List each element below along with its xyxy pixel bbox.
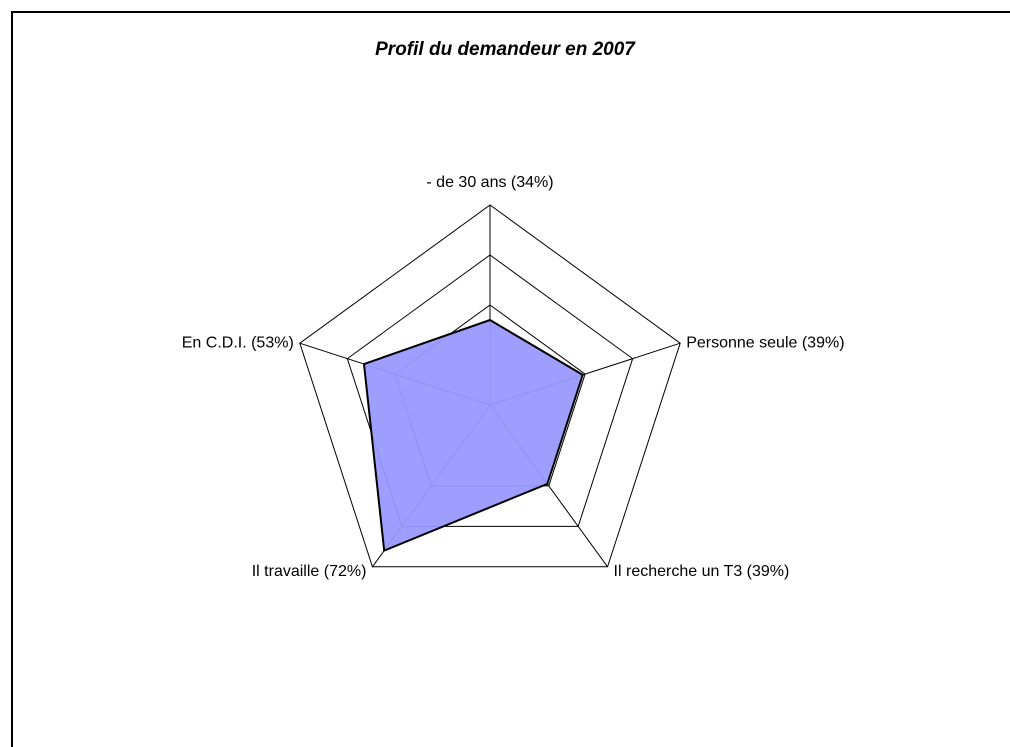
category-label: Il travaille (72%) xyxy=(252,563,367,580)
grid-ring xyxy=(346,254,634,527)
category-label: Il recherche un T3 (39%) xyxy=(614,563,790,580)
grid-ring xyxy=(299,204,681,568)
category-label: En C.D.I. (53%) xyxy=(182,334,294,351)
category-label: - de 30 ans (34%) xyxy=(426,174,553,191)
category-label: Personne seule (39%) xyxy=(686,334,844,351)
chart-title: Profil du demandeur en 2007 xyxy=(375,39,636,60)
data-area xyxy=(362,318,584,553)
